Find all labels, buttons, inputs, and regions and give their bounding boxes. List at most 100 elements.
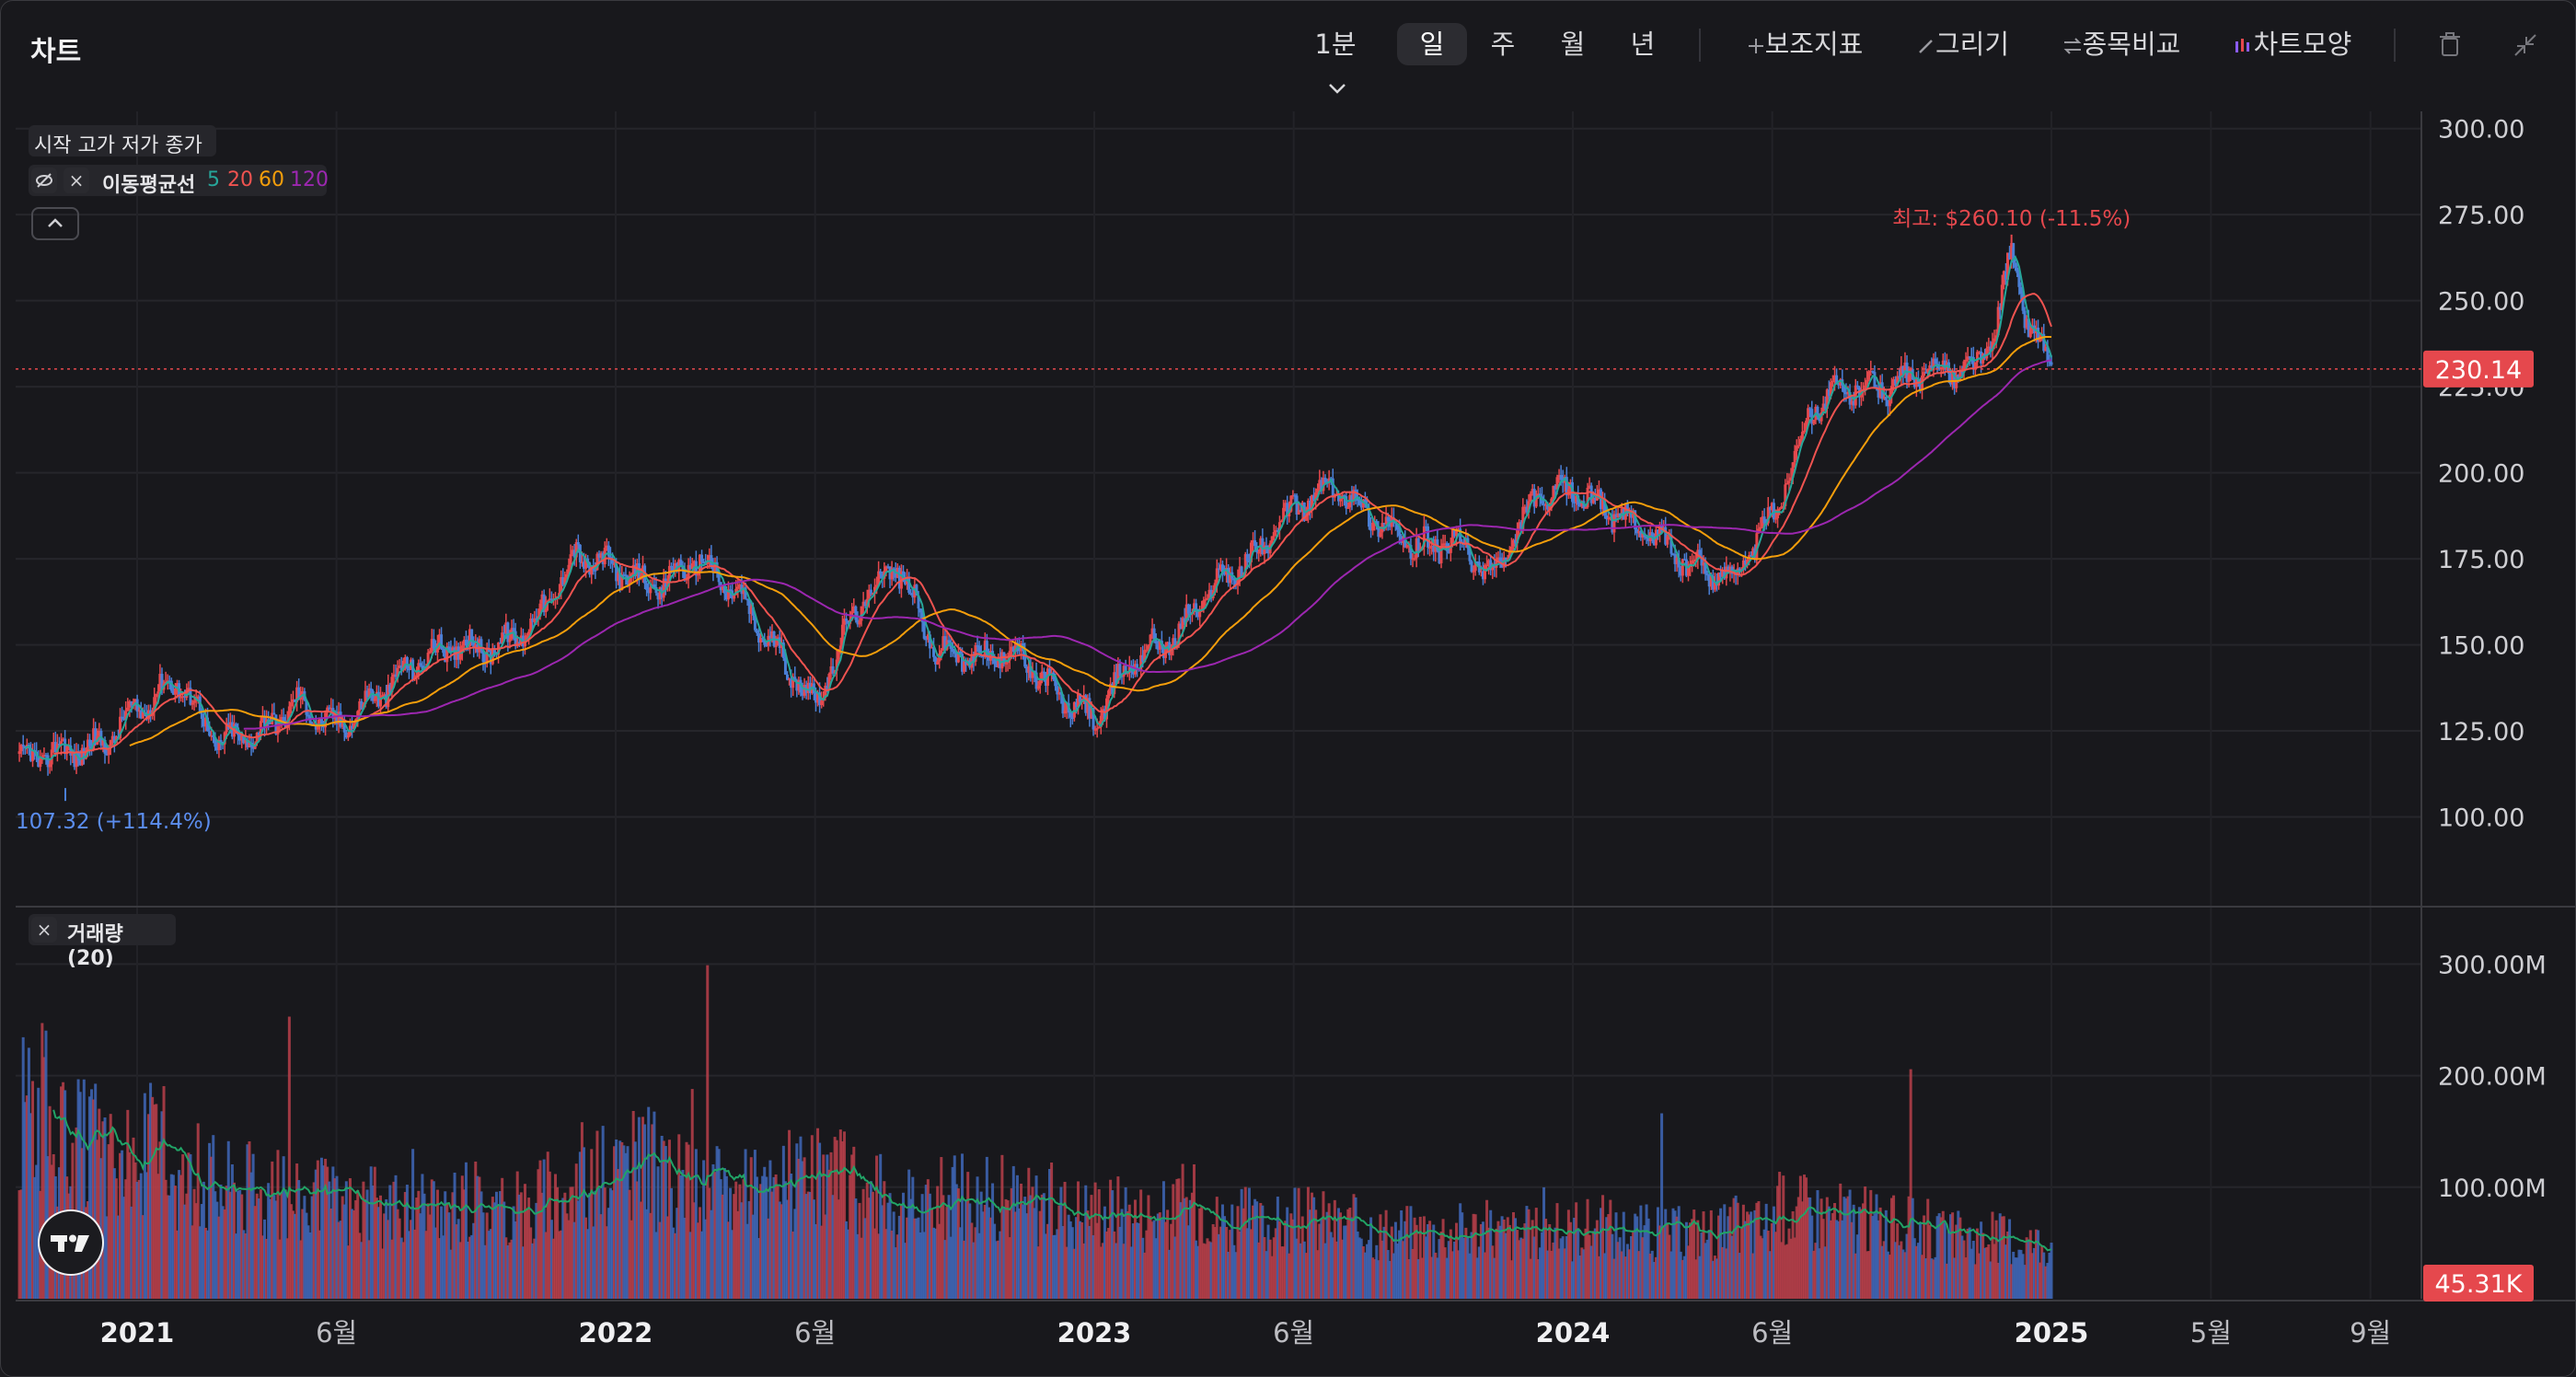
- volume-bar: [1951, 1212, 1955, 1299]
- volume-bar: [1439, 1232, 1443, 1299]
- candle-body: [1926, 368, 1930, 373]
- trash-icon[interactable]: [2438, 31, 2462, 57]
- volume-bar: [1118, 1226, 1122, 1299]
- volume-bar: [913, 1218, 917, 1299]
- candle-body: [1010, 646, 1013, 652]
- volume-bar: [954, 1184, 958, 1299]
- candle-body: [1588, 485, 1591, 488]
- candle-body: [1261, 538, 1265, 554]
- volume-bar: [1015, 1174, 1019, 1299]
- volume-bar: [1393, 1221, 1397, 1299]
- volume-bar: [1958, 1217, 1962, 1299]
- candle-body: [757, 632, 761, 643]
- candle-body: [301, 690, 305, 695]
- indicators-button[interactable]: 보조지표: [1740, 23, 1869, 65]
- volume-bar: [1504, 1232, 1507, 1299]
- volume-bar: [685, 1141, 688, 1299]
- volume-bar: [1993, 1244, 1996, 1299]
- volume-bar: [958, 1227, 962, 1299]
- eye-hidden-icon[interactable]: [31, 168, 57, 193]
- volume-bar: [1660, 1113, 1664, 1299]
- volume-bar: [772, 1176, 776, 1299]
- collapse-legend-button[interactable]: [31, 207, 79, 240]
- volume-bar: [481, 1212, 485, 1299]
- volume-bar: [845, 1221, 849, 1299]
- volume-bar: [1877, 1220, 1880, 1299]
- volume-bar: [740, 1202, 744, 1299]
- volume-bar: [1441, 1219, 1445, 1299]
- volume-bar: [542, 1159, 546, 1299]
- volume-bar: [228, 1191, 232, 1299]
- volume-bar: [435, 1189, 439, 1299]
- volume-bar: [198, 1226, 202, 1299]
- candle-body: [215, 746, 219, 750]
- volume-bar: [1436, 1257, 1439, 1299]
- tradingview-logo: [38, 1209, 104, 1276]
- candle-body: [1780, 506, 1784, 509]
- tab-period-week[interactable]: 주: [1490, 29, 1516, 60]
- candle-body: [481, 650, 485, 663]
- candle-body: [388, 684, 392, 693]
- volume-bar: [1748, 1214, 1751, 1299]
- volume-bar: [1405, 1206, 1409, 1299]
- candle-body: [863, 601, 867, 607]
- volume-bar: [21, 1036, 25, 1299]
- candle-body: [1206, 597, 1209, 600]
- volume-bar: [1232, 1244, 1236, 1299]
- candle-body: [1270, 536, 1274, 544]
- volume-bar: [1274, 1228, 1277, 1299]
- volume-bar: [700, 1231, 704, 1299]
- candle-body: [1438, 550, 1441, 563]
- volume-bar: [1968, 1227, 1971, 1299]
- candle-body: [1097, 726, 1101, 729]
- volume-bar: [339, 1221, 342, 1299]
- chart-style-button[interactable]: 차트모양: [2228, 23, 2357, 65]
- candle-body: [1700, 556, 1704, 566]
- draw-button[interactable]: 그리기: [1912, 23, 2015, 65]
- volume-bar: [690, 1089, 694, 1299]
- tab-period-day[interactable]: 일: [1397, 23, 1467, 65]
- volume-bar: [1898, 1244, 1901, 1299]
- collapse-icon[interactable]: [2513, 33, 2537, 57]
- volume-bar: [1031, 1186, 1034, 1299]
- volume-bar: [997, 1240, 1000, 1299]
- volume-bar: [371, 1186, 375, 1299]
- interval-dropdown[interactable]: 1분: [1299, 23, 1372, 94]
- volume-bar: [109, 1114, 112, 1299]
- volume-bar: [453, 1172, 456, 1299]
- volume-bar: [1593, 1228, 1597, 1299]
- volume-bar: [1192, 1163, 1196, 1299]
- volume-bar: [1373, 1259, 1377, 1299]
- volume-bar: [1299, 1243, 1302, 1299]
- volume-bar: [656, 1166, 660, 1299]
- candle-body: [2037, 328, 2040, 342]
- candle-body: [121, 716, 124, 719]
- volume-bar: [135, 1182, 139, 1299]
- candle-body: [1966, 356, 1970, 360]
- candle-body: [1109, 683, 1113, 691]
- volume-bar: [1432, 1224, 1436, 1299]
- candle-body: [1949, 373, 1953, 385]
- candle-body: [392, 674, 396, 677]
- candle-body: [1011, 646, 1015, 653]
- close-icon[interactable]: ×: [64, 168, 89, 193]
- volume-bar: [1527, 1209, 1531, 1299]
- volume-bar: [877, 1233, 881, 1299]
- tab-period-year[interactable]: 년: [1630, 29, 1656, 60]
- candle-body: [1800, 432, 1804, 439]
- volume-bar: [319, 1157, 323, 1299]
- volume-bar: [297, 1180, 301, 1299]
- volume-bar: [529, 1227, 533, 1299]
- tab-period-month[interactable]: 월: [1560, 29, 1586, 60]
- volume-bar: [1464, 1227, 1468, 1299]
- candle-body: [1994, 335, 1998, 339]
- volume-bar: [1921, 1255, 1924, 1299]
- volume-bar: [904, 1243, 907, 1299]
- volume-close-icon[interactable]: ×: [31, 917, 57, 943]
- volume-bar: [977, 1232, 981, 1299]
- volume-bar: [479, 1191, 483, 1299]
- candle-body: [1229, 572, 1232, 584]
- compare-button[interactable]: 종목비교: [2057, 23, 2186, 65]
- candle-body: [904, 580, 907, 584]
